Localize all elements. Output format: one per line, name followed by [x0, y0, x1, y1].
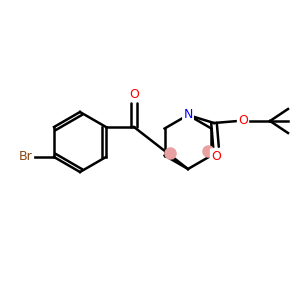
- Text: O: O: [238, 115, 248, 128]
- Text: O: O: [211, 149, 221, 163]
- Text: Br: Br: [19, 151, 33, 164]
- Text: N: N: [183, 109, 193, 122]
- Text: O: O: [129, 88, 139, 100]
